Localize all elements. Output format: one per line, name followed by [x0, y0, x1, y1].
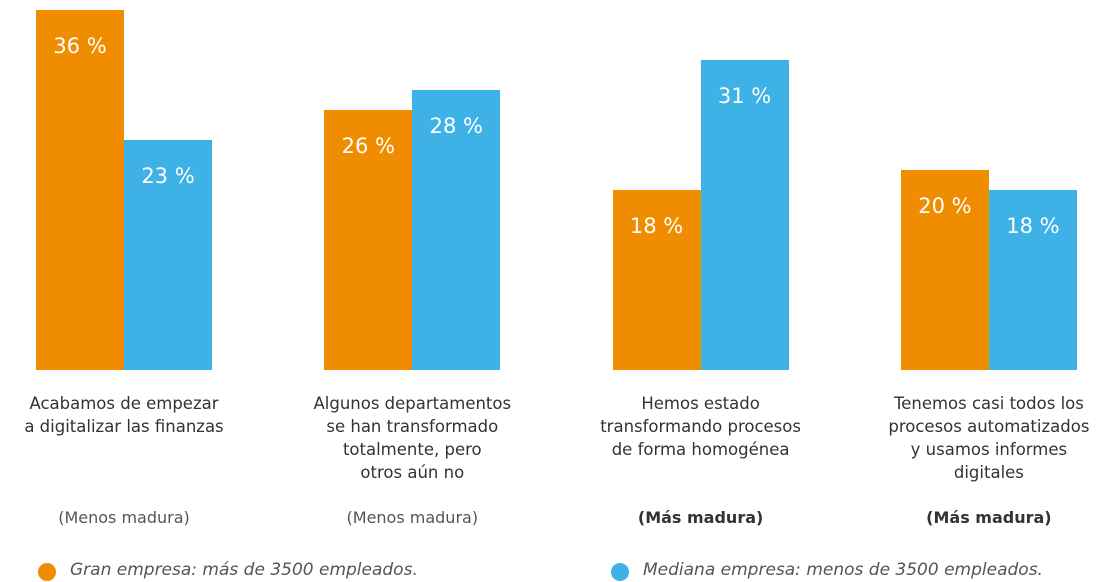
value-label: 31 % — [717, 84, 772, 108]
category-label: Acabamos de empezar a digitalizar las fi… — [24, 394, 224, 436]
bar — [124, 140, 212, 370]
value-label: 28 % — [429, 114, 483, 138]
legend-marker — [38, 563, 56, 581]
value-label: 23 % — [141, 164, 195, 188]
value-label: 18 % — [1006, 214, 1060, 238]
bar — [900, 170, 989, 370]
legend-label: Gran empresa: más de 3500 empleados. — [70, 560, 418, 580]
legend-marker — [611, 563, 629, 581]
value-label: 26 % — [341, 134, 395, 158]
bar — [324, 110, 413, 370]
bar — [412, 90, 501, 370]
category-label: Algunos departamentos se han transformad… — [313, 394, 512, 482]
value-label: 36 % — [53, 34, 107, 58]
bar — [700, 60, 789, 370]
maturity-label: (Menos madura) — [58, 508, 190, 527]
category-label: Tenemos casi todos los procesos automati… — [888, 394, 1090, 482]
category-label: Hemos estado transformando procesos de f… — [600, 394, 801, 459]
maturity-label: (Más madura) — [637, 508, 764, 527]
bar — [612, 190, 701, 370]
bar — [988, 190, 1077, 370]
maturity-label: (Menos madura) — [346, 508, 479, 527]
bar — [36, 10, 124, 370]
legend-label: Mediana empresa: menos de 3500 empleados… — [643, 560, 1043, 580]
value-label: 18 % — [629, 214, 684, 238]
maturity-label: (Más madura) — [926, 508, 1052, 527]
value-label: 20 % — [918, 194, 972, 218]
